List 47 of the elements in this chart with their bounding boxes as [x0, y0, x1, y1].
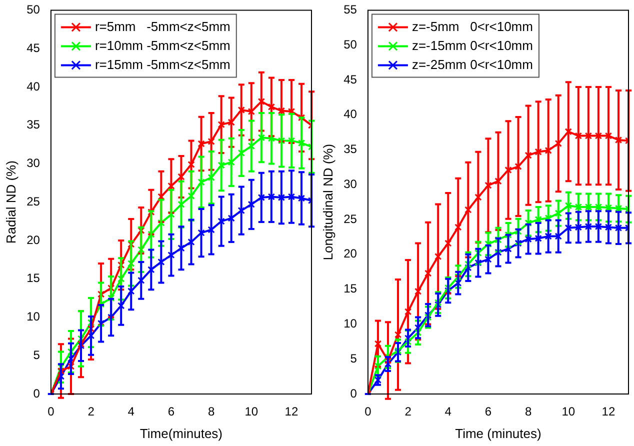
y-axis-title: Radial ND (%): [3, 160, 18, 244]
x-tick-label: 10: [244, 404, 258, 419]
y-axis-title: Longitudinal ND (%): [320, 144, 336, 260]
y-tick-label: 25: [26, 194, 40, 208]
y-tick-label: 35: [344, 142, 358, 156]
x-tick-label: 2: [404, 404, 412, 419]
x-tick-label: 12: [284, 404, 298, 419]
x-axis-title: Time(minutes): [140, 426, 223, 441]
x-tick-label: 0: [48, 404, 55, 419]
x-axis-title: Time (minutes): [455, 426, 542, 441]
y-tick-label: 0: [350, 386, 358, 400]
y-tick-label: 55: [344, 2, 358, 17]
legend-label: z=-5mm 0<r<10mm: [412, 18, 533, 34]
y-tick-label: 35: [26, 118, 40, 132]
y-tick-label: 10: [26, 310, 40, 324]
y-tick-label: 40: [26, 79, 40, 94]
x-tick-label: 6: [168, 404, 175, 419]
legend-label: r=15mm -5mm<z<5mm: [94, 56, 230, 72]
y-tick-label: 15: [26, 271, 40, 286]
legend-label: r=5mm -5mm<z<5mm: [94, 18, 230, 34]
y-tick-label: 0: [33, 386, 40, 400]
y-tick-label: 5: [350, 351, 358, 366]
y-tick-label: 40: [344, 107, 358, 122]
y-tick-label: 30: [26, 156, 40, 170]
legend-label: z=-15mm 0<r<10mm: [412, 38, 533, 53]
x-tick-label: 4: [128, 404, 135, 419]
y-tick-label: 5: [33, 348, 40, 362]
legend-label: z=-25mm 0<r<10mm: [412, 56, 533, 72]
x-tick-label: 6: [484, 404, 492, 419]
y-tick-label: 45: [26, 40, 40, 55]
y-tick-label: 30: [344, 176, 358, 191]
y-tick-label: 15: [344, 282, 358, 296]
x-tick-label: 8: [524, 404, 532, 419]
y-tick-label: 20: [344, 246, 358, 261]
y-tick-label: 25: [344, 212, 358, 226]
y-tick-label: 10: [344, 316, 358, 331]
x-tick-label: 2: [88, 404, 95, 419]
x-tick-label: 8: [208, 404, 215, 419]
y-tick-label: 45: [344, 72, 358, 86]
x-tick-label: 10: [562, 404, 576, 419]
legend-label: r=10mm -5mm<z<5mm: [94, 38, 230, 53]
x-tick-label: 0: [364, 404, 372, 419]
y-tick-label: 50: [344, 37, 358, 52]
x-tick-label: 12: [602, 404, 616, 419]
y-tick-label: 20: [26, 232, 40, 247]
x-tick-label: 4: [444, 404, 452, 419]
y-tick-label: 50: [26, 2, 40, 17]
